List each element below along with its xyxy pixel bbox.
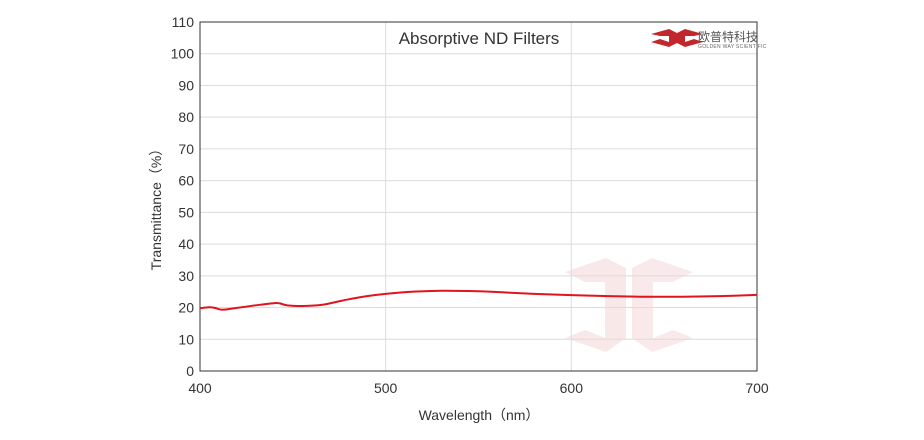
y-tick-label: 90	[178, 77, 194, 93]
y-tick-label: 30	[178, 268, 194, 284]
y-tick-label: 40	[178, 236, 194, 252]
y-tick-label: 50	[178, 204, 194, 220]
x-tick-label: 400	[188, 380, 212, 396]
x-axis-label: Wavelength（nm）	[419, 407, 540, 423]
y-tick-label: 110	[172, 14, 195, 30]
y-tick-label: 100	[171, 46, 195, 62]
brand-logo: 欧普特科技 GOLDEN WAY SCIENTIFIC	[651, 29, 767, 50]
x-tick-label: 600	[560, 380, 584, 396]
y-tick-labels: 0 10 20 30 40 50 60 70 80 90 100 110	[171, 14, 195, 379]
y-axis-label: Transmittance（%）	[148, 142, 164, 271]
brand-name-cn: 欧普特科技	[698, 29, 758, 44]
x-tick-label: 500	[374, 380, 398, 396]
watermark-logo	[565, 258, 693, 352]
y-tick-label: 70	[178, 141, 194, 157]
y-tick-label: 60	[178, 173, 194, 189]
y-tick-label: 20	[178, 300, 194, 316]
y-tick-label: 80	[178, 109, 194, 125]
series-line	[199, 289, 758, 311]
x-tick-labels: 400 500 600 700	[188, 380, 769, 396]
y-tick-label: 0	[186, 363, 194, 379]
brand-name-en: GOLDEN WAY SCIENTIFIC	[698, 44, 767, 50]
y-tick-label: 10	[178, 331, 194, 347]
grid	[200, 22, 757, 371]
x-tick-label: 700	[745, 380, 769, 396]
chart-title: Absorptive ND Filters	[399, 29, 560, 48]
plot-frame	[199, 21, 758, 372]
brand-logo-mark	[651, 29, 703, 47]
